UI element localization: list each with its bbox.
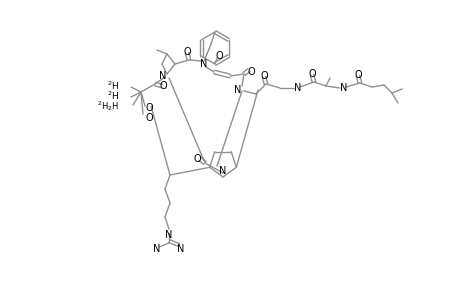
Text: O: O [193,154,201,164]
Text: $^{2}$H$_{2}$H: $^{2}$H$_{2}$H [97,99,119,113]
Text: O: O [246,67,254,77]
Text: $^{2}$H: $^{2}$H [106,90,119,102]
Text: O: O [159,81,167,91]
Text: N: N [234,85,241,95]
Text: O: O [215,51,222,61]
Text: O: O [260,71,267,81]
Text: N: N [219,166,226,176]
Text: O: O [145,113,152,123]
Text: N: N [153,244,160,254]
Text: O: O [353,70,361,80]
Text: N: N [340,83,347,93]
Text: O: O [308,69,315,79]
Text: N: N [159,71,166,81]
Text: N: N [177,244,184,254]
Text: $^{2}$H: $^{2}$H [106,80,119,92]
Text: N: N [294,83,301,93]
Text: N: N [165,230,172,240]
Text: O: O [183,47,190,57]
Text: N: N [200,59,207,69]
Text: O: O [145,103,152,113]
